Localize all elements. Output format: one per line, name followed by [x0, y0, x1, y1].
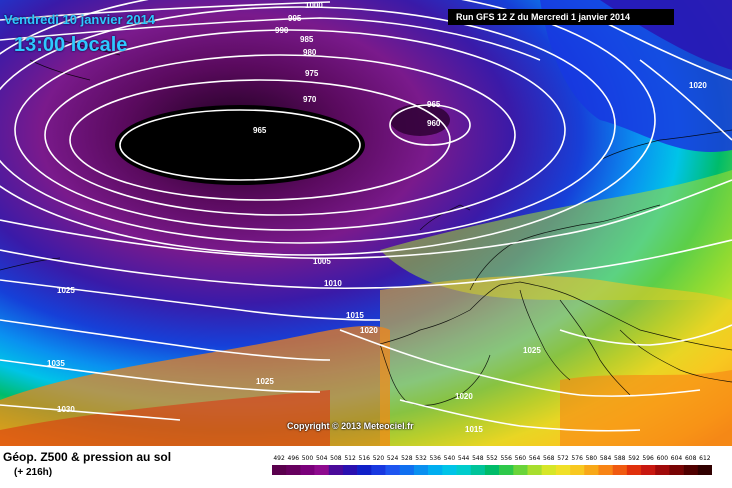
- colorbar-swatch: [669, 465, 684, 475]
- forecast-offset: (+ 216h): [14, 467, 53, 478]
- colorbar-label: 524: [386, 455, 399, 462]
- isobar-labels: 1000 995 990 985 980 975 970 965 965 960…: [47, 1, 707, 434]
- isobar-label: 970: [303, 95, 317, 104]
- colorbar-label: 512: [344, 455, 356, 462]
- colorbar-swatch: [570, 465, 585, 475]
- colorbar-swatch: [641, 465, 656, 475]
- colorbar-label: 508: [330, 455, 342, 462]
- colorbar-label: 568: [543, 455, 555, 462]
- colorbar-swatch: [484, 465, 500, 475]
- colorbar-label: 540: [443, 455, 456, 462]
- colorbar-swatch: [513, 465, 528, 475]
- colorbar-label: 536: [429, 455, 441, 462]
- colorbar-swatch: [286, 465, 301, 475]
- colorbar-swatch: [541, 465, 557, 475]
- model-run-label: Run GFS 12 Z du Mercredi 1 janvier 2014: [448, 9, 674, 25]
- colorbar-swatch: [555, 465, 571, 475]
- colorbar-label: 560: [514, 455, 527, 462]
- colorbar-swatch: [470, 465, 486, 475]
- colorbar-swatch: [314, 465, 330, 475]
- colorbar-label: 564: [528, 455, 541, 462]
- colorbar-label: 600: [656, 455, 669, 462]
- isobar-label: 1035: [47, 359, 65, 368]
- colorbar-label: 608: [684, 455, 697, 462]
- isobar-label: 995: [288, 14, 302, 23]
- isobar-label: 1020: [689, 81, 707, 90]
- colorbar-swatch: [442, 465, 457, 475]
- colorbar-label: 596: [642, 455, 654, 462]
- colorbar-swatch: [626, 465, 642, 475]
- colorbar-swatch: [598, 465, 613, 475]
- colorbar-swatch: [399, 465, 415, 475]
- colorbar-swatch: [300, 465, 315, 475]
- isobar-label: 1010: [324, 279, 342, 288]
- colorbar-label: 588: [614, 455, 626, 462]
- colorbar-label: 604: [670, 455, 683, 462]
- colorbar-label: 500: [301, 455, 314, 462]
- isobar-label: 965: [427, 100, 441, 109]
- isobar-label: 985: [300, 35, 314, 44]
- isobar-label: 1015: [465, 425, 483, 434]
- colorbar-swatch: [456, 465, 472, 475]
- colorbar-label: 532: [415, 455, 427, 462]
- isobar-label: 1005: [313, 257, 331, 266]
- isobar-label: 975: [305, 69, 319, 78]
- coastlines: [0, 39, 732, 406]
- low-pressure-core: [115, 105, 365, 185]
- isobar-lines: [0, 0, 732, 431]
- colorbar-swatch: [683, 465, 699, 475]
- colorbar-label: 592: [628, 455, 640, 462]
- colorbar-label: 556: [500, 455, 512, 462]
- isobar-label: 960: [427, 119, 441, 128]
- colorbar-label: 528: [401, 455, 413, 462]
- map-canvas: 1000 995 990 985 980 975 970 965 965 960…: [0, 0, 732, 446]
- isobar-label: 1025: [523, 346, 541, 355]
- colorbar-swatch: [428, 465, 443, 475]
- colorbar-swatch: [612, 465, 628, 475]
- colorbar-label: 516: [358, 455, 370, 462]
- colorbar-swatch: [272, 465, 287, 475]
- copyright-notice: Copyright © 2013 Meteociel.fr: [287, 421, 414, 431]
- isobar-label: 1020: [360, 326, 378, 335]
- chart-title: Géop. Z500 & pression au sol: [3, 450, 172, 464]
- colorbar-swatch: [328, 465, 344, 475]
- colorbar-labels: 492 496 500 504 508 512 516 520 524 528 532 536 540 5…: [272, 455, 712, 465]
- colorbar-swatch: [357, 465, 372, 475]
- colorbar-swatch: [342, 465, 358, 475]
- colorbar-swatch: [584, 465, 599, 475]
- colorbar-swatch: [527, 465, 542, 475]
- colorbar-swatch: [655, 465, 670, 475]
- colorbar-swatch: [413, 465, 429, 475]
- colorbar-label: 584: [599, 455, 612, 462]
- isobar-label: 1025: [57, 286, 75, 295]
- colorbar-label: 544: [457, 455, 470, 462]
- colorbar-label: 496: [287, 455, 300, 462]
- isobar-label: 1020: [455, 392, 473, 401]
- isobar-label: 1000: [305, 1, 323, 10]
- colorbar-label: 576: [571, 455, 583, 462]
- colorbar-label: 504: [315, 455, 328, 462]
- colorbar-label: 548: [472, 455, 484, 462]
- colorbar-label: 580: [585, 455, 598, 462]
- isobar-label: 990: [275, 26, 289, 35]
- isobar-label: 1030: [57, 405, 75, 414]
- isobar-label: 1015: [346, 311, 364, 320]
- colorbar-label: 552: [486, 455, 498, 462]
- colorbar-label: 572: [557, 455, 569, 462]
- colorbar: [272, 465, 712, 475]
- colorbar-swatch: [697, 465, 712, 475]
- colorbar-label: 520: [372, 455, 385, 462]
- forecast-time: 13:00 locale: [14, 34, 128, 56]
- colorbar-label: 612: [699, 455, 711, 462]
- isobar-label: 1025: [256, 377, 274, 386]
- colorbar-swatch: [371, 465, 386, 475]
- isobar-label: 980: [303, 48, 317, 57]
- forecast-date: Vendredi 10 janvier 2014: [4, 12, 156, 27]
- isobar-label: 965: [253, 126, 267, 135]
- colorbar-swatch: [499, 465, 514, 475]
- colorbar-swatch: [385, 465, 401, 475]
- colorbar-label: 492: [273, 455, 285, 462]
